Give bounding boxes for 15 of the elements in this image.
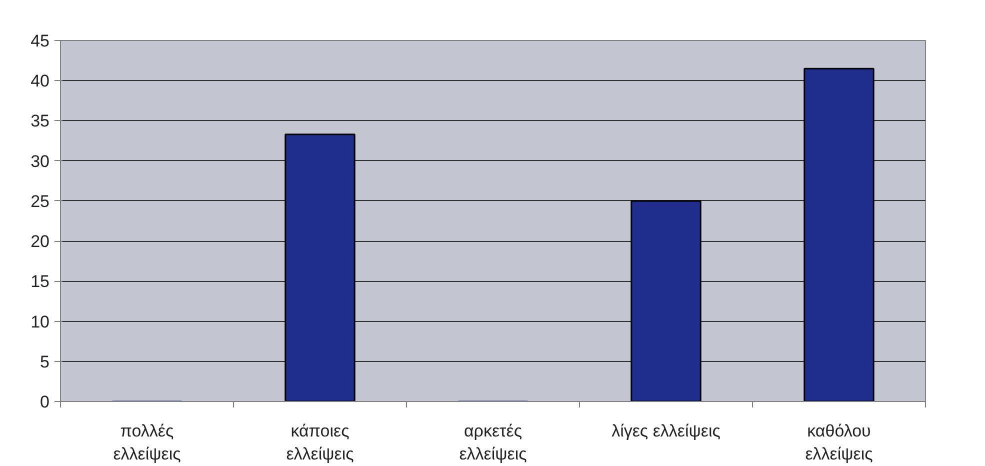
x-tick-label: καθόλου ελλείψεις	[805, 422, 873, 464]
y-tick-label: 25	[30, 192, 50, 211]
y-tick-label: 15	[30, 272, 50, 292]
x-tick-label: πολλές ελλείψεις	[113, 422, 181, 464]
y-tick-label: 40	[30, 72, 50, 91]
y-tick-label: 0	[40, 392, 50, 412]
y-tick-label: 45	[30, 32, 50, 50]
y-tick-label: 35	[30, 112, 50, 131]
y-tick-label: 20	[30, 232, 50, 252]
y-tick-label: 30	[30, 152, 50, 171]
y-tick-label: 5	[40, 352, 50, 372]
x-tick-label: αρκετές ελλείψεις	[459, 422, 527, 464]
y-tick-label: 10	[30, 312, 50, 332]
x-tick-label: λίγες ελλείψεις	[612, 422, 720, 440]
x-tick-label: κάποιες ελλείψεις	[286, 422, 354, 464]
